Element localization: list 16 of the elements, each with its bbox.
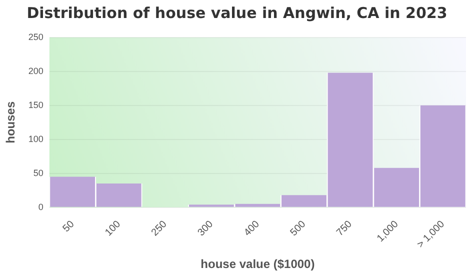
x-tick-label: 300 [196,218,216,238]
x-tick-label: 400 [242,218,262,238]
y-tick-label: 50 [33,168,44,178]
y-tick-label: 200 [28,66,44,76]
x-tick-label: 250 [150,218,170,238]
y-tick-label: 150 [28,100,44,110]
y-axis-title: houses [4,101,18,144]
x-tick-label: 750 [334,218,355,238]
chart-title: Distribution of house value in Angwin, CA in 2023 [26,4,448,22]
y-tick-label: 250 [28,32,44,42]
x-axis-title: house value ($1000) [200,257,315,272]
y-tick-label: 100 [28,134,44,144]
x-tick-label: 100 [103,218,124,238]
x-tick-label: 50 [60,218,77,234]
y-tick-label: 0 [38,202,44,212]
x-tick-label: 500 [288,218,308,238]
